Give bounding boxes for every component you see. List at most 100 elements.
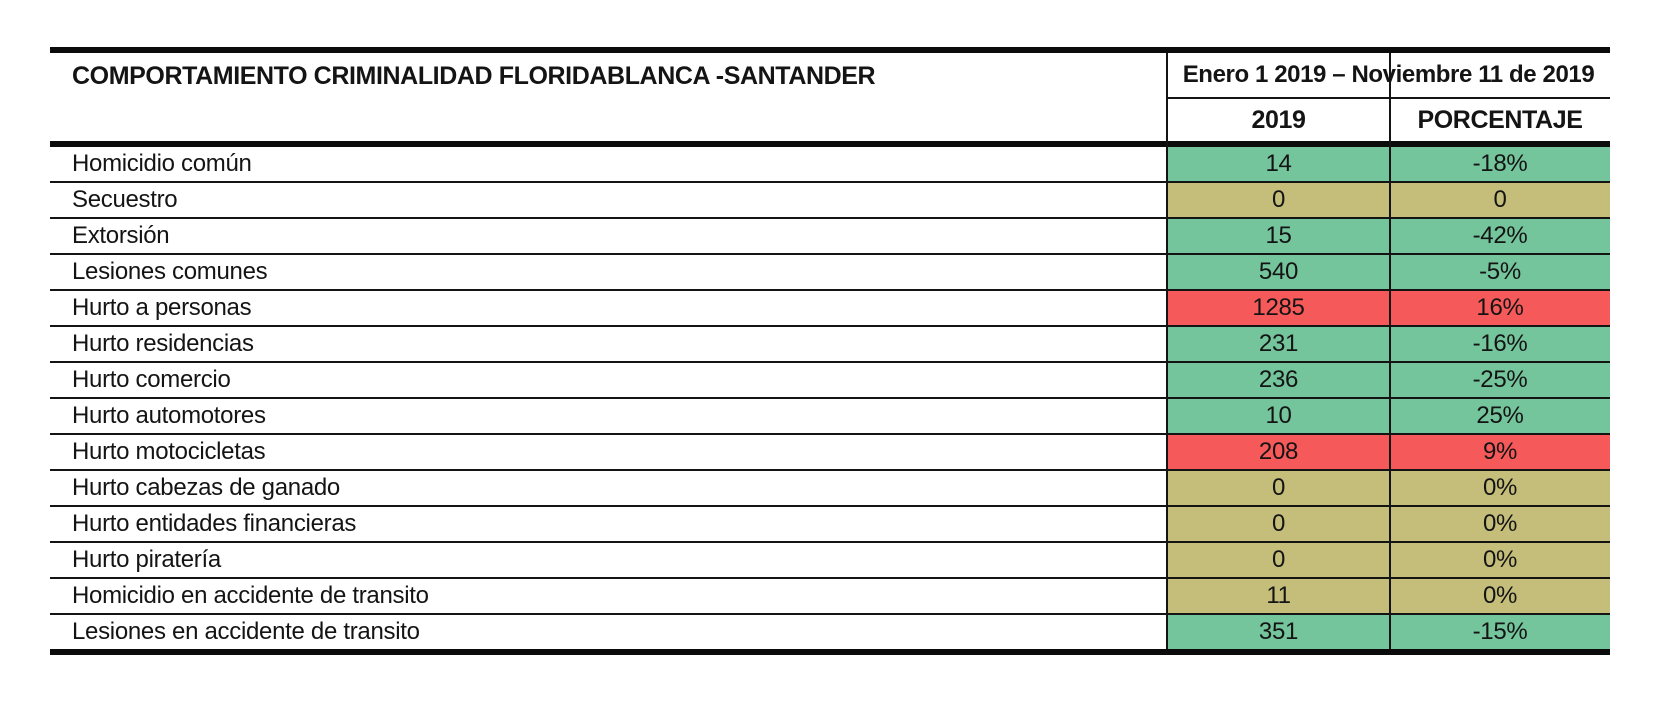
- row-value: 0: [1271, 510, 1286, 537]
- table-row: Hurto piratería 0 0%: [50, 543, 1610, 579]
- row-label-cell: Lesiones comunes: [50, 255, 1167, 289]
- row-value: 351: [1258, 618, 1299, 645]
- header-row-columns: 2019 PORCENTAJE: [50, 99, 1610, 141]
- table-row: Homicidio común 14 -18%: [50, 147, 1610, 183]
- row-percent-cell: -25%: [1390, 363, 1610, 397]
- row-label: Hurto a personas: [72, 294, 252, 321]
- row-label-cell: Homicidio común: [50, 147, 1167, 181]
- row-percent-cell: -5%: [1390, 255, 1610, 289]
- row-label: Homicidio común: [72, 150, 252, 177]
- row-percent: 16%: [1476, 294, 1524, 321]
- row-label-cell: Hurto entidades financieras: [50, 507, 1167, 541]
- row-percent: -15%: [1472, 618, 1528, 645]
- row-label-cell: Secuestro: [50, 183, 1167, 217]
- row-percent-cell: 0%: [1390, 579, 1610, 613]
- row-label-cell: Hurto piratería: [50, 543, 1167, 577]
- row-value: 15: [1265, 222, 1292, 249]
- row-percent: -5%: [1479, 258, 1521, 285]
- row-percent: -25%: [1472, 366, 1528, 393]
- table-row: Lesiones en accidente de transito 351 -1…: [50, 615, 1610, 649]
- row-label: Hurto comercio: [72, 366, 231, 393]
- column-divider-1: [1166, 53, 1168, 649]
- table-row: Hurto residencias 231 -16%: [50, 327, 1610, 363]
- row-value-cell: 0: [1167, 183, 1390, 217]
- row-percent-cell: -42%: [1390, 219, 1610, 253]
- table-row: Hurto automotores 10 25%: [50, 399, 1610, 435]
- header-row-title: COMPORTAMIENTO CRIMINALIDAD FLORIDABLANC…: [50, 53, 1610, 99]
- table-row: Hurto motocicletas 208 9%: [50, 435, 1610, 471]
- row-label-cell: Extorsión: [50, 219, 1167, 253]
- row-percent: 0%: [1482, 474, 1518, 501]
- header-bottom-border: [50, 141, 1610, 147]
- row-label-cell: Hurto motocicletas: [50, 435, 1167, 469]
- table-row: Hurto comercio 236 -25%: [50, 363, 1610, 399]
- row-label-cell: Hurto comercio: [50, 363, 1167, 397]
- row-label: Hurto residencias: [72, 330, 254, 357]
- row-percent-cell: 16%: [1390, 291, 1610, 325]
- col-header-porcentaje: PORCENTAJE: [1417, 105, 1583, 134]
- row-value: 236: [1258, 366, 1299, 393]
- row-percent-cell: 0%: [1390, 507, 1610, 541]
- row-percent-cell: -18%: [1390, 147, 1610, 181]
- col-header-2019: 2019: [1251, 105, 1306, 134]
- row-percent-cell: 0: [1390, 183, 1610, 217]
- row-label-cell: Hurto a personas: [50, 291, 1167, 325]
- row-label: Hurto entidades financieras: [72, 510, 357, 537]
- period-header: Enero 1 2019 – Noviembre 11 de 2019: [1182, 61, 1595, 88]
- row-percent-cell: 9%: [1390, 435, 1610, 469]
- row-label: Homicidio en accidente de transito: [72, 582, 429, 609]
- row-label-cell: Hurto automotores: [50, 399, 1167, 433]
- row-value-cell: 231: [1167, 327, 1390, 361]
- table-row: Hurto entidades financieras 0 0%: [50, 507, 1610, 543]
- table-row: Secuestro 0 0: [50, 183, 1610, 219]
- empty-header-cell: [50, 99, 1167, 141]
- row-value-cell: 540: [1167, 255, 1390, 289]
- row-value: 0: [1271, 186, 1286, 213]
- row-value-cell: 236: [1167, 363, 1390, 397]
- row-percent: -18%: [1472, 150, 1528, 177]
- row-label-cell: Homicidio en accidente de transito: [50, 579, 1167, 613]
- row-value: 10: [1265, 402, 1292, 429]
- row-percent: 0: [1493, 186, 1507, 213]
- table-row: Extorsión 15 -42%: [50, 219, 1610, 255]
- table-row: Hurto a personas 1285 16%: [50, 291, 1610, 327]
- row-value-cell: 14: [1167, 147, 1390, 181]
- row-value-cell: 351: [1167, 615, 1390, 649]
- row-percent-cell: 0%: [1390, 543, 1610, 577]
- row-value: 0: [1271, 474, 1286, 501]
- row-value-cell: 15: [1167, 219, 1390, 253]
- table-row: Lesiones comunes 540 -5%: [50, 255, 1610, 291]
- row-percent-cell: 25%: [1390, 399, 1610, 433]
- page-title: COMPORTAMIENTO CRIMINALIDAD FLORIDABLANC…: [72, 61, 876, 90]
- row-percent-cell: -15%: [1390, 615, 1610, 649]
- table-body-wrap: COMPORTAMIENTO CRIMINALIDAD FLORIDABLANC…: [50, 53, 1610, 649]
- row-label: Lesiones en accidente de transito: [72, 618, 420, 645]
- row-value-cell: 0: [1167, 471, 1390, 505]
- row-percent: 0%: [1482, 546, 1518, 573]
- row-value: 231: [1258, 330, 1299, 357]
- row-label: Hurto cabezas de ganado: [72, 474, 340, 501]
- row-label-cell: Hurto cabezas de ganado: [50, 471, 1167, 505]
- crime-table: COMPORTAMIENTO CRIMINALIDAD FLORIDABLANC…: [50, 47, 1610, 655]
- row-label: Hurto motocicletas: [72, 438, 266, 465]
- row-label: Secuestro: [72, 186, 178, 213]
- table-row: Homicidio en accidente de transito 11 0%: [50, 579, 1610, 615]
- col-header-porcentaje-cell: PORCENTAJE: [1390, 99, 1610, 141]
- row-value: 540: [1258, 258, 1299, 285]
- table-title-cell: COMPORTAMIENTO CRIMINALIDAD FLORIDABLANC…: [50, 53, 1167, 99]
- row-label: Extorsión: [72, 222, 170, 249]
- col-header-2019-cell: 2019: [1167, 99, 1390, 141]
- row-value: 0: [1271, 546, 1286, 573]
- row-value: 208: [1258, 438, 1299, 465]
- row-value-cell: 208: [1167, 435, 1390, 469]
- row-percent-cell: -16%: [1390, 327, 1610, 361]
- table-row: Hurto cabezas de ganado 0 0%: [50, 471, 1610, 507]
- row-value-cell: 0: [1167, 543, 1390, 577]
- table-top-border: [50, 47, 1610, 53]
- row-percent: -16%: [1472, 330, 1528, 357]
- row-percent: -42%: [1472, 222, 1528, 249]
- table-bottom-border: [50, 649, 1610, 655]
- row-percent: 0%: [1482, 582, 1518, 609]
- row-label: Hurto piratería: [72, 546, 221, 573]
